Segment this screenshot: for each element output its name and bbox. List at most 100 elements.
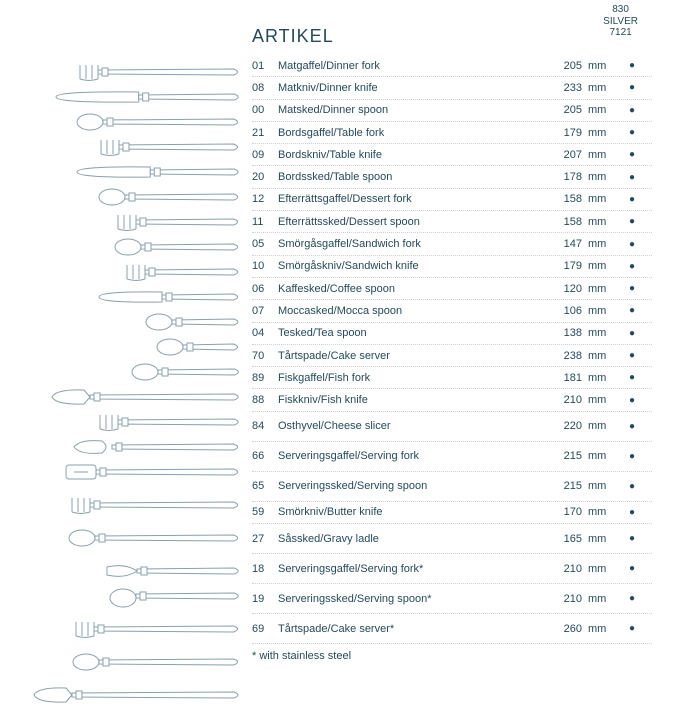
table-row: 10Smörgåskniv/Sandwich knife179mm●: [252, 256, 652, 278]
article-name: Bordsgaffel/Table fork: [278, 127, 526, 139]
article-size: 210: [526, 563, 586, 575]
table-row: 88Fiskkniv/Fish knife210mm●: [252, 389, 652, 411]
availability-dot-icon: ●: [612, 350, 652, 361]
article-size: 120: [526, 283, 586, 295]
availability-dot-icon: ●: [612, 372, 652, 383]
size-unit: mm: [586, 305, 612, 317]
ladle-icon: [109, 586, 252, 608]
article-code: 10: [252, 260, 278, 272]
butter-icon: [105, 561, 252, 583]
article-size: 205: [526, 104, 586, 116]
availability-dot-icon: ●: [612, 60, 652, 71]
size-unit: mm: [586, 593, 612, 605]
article-code: 19: [252, 593, 278, 605]
article-size: 210: [526, 593, 586, 605]
table-row: 07Moccasked/Mocca spoon106mm●: [252, 300, 652, 322]
server-icon: [32, 685, 252, 707]
article-code: 09: [252, 149, 278, 161]
size-unit: mm: [586, 171, 612, 183]
footnote: * with stainless steel: [252, 644, 652, 662]
header-7121: 7121: [603, 27, 638, 39]
article-name: Smörkniv/Butter knife: [278, 506, 526, 518]
article-size: 178: [526, 171, 586, 183]
cutlery-illustration-column: [32, 26, 252, 718]
material-column-header: 830 SILVER 7121: [603, 4, 638, 39]
article-name: Serveringsgaffel/Serving fork: [278, 450, 526, 462]
table-row: 09Bordskniv/Table knife207mm●: [252, 144, 652, 166]
article-name: Matsked/Dinner spoon: [278, 104, 526, 116]
table-row: 00Matsked/Dinner spoon205mm●: [252, 100, 652, 122]
article-name: Tesked/Tea spoon: [278, 327, 526, 339]
size-unit: mm: [586, 327, 612, 339]
article-code: 65: [252, 480, 278, 492]
table-row: 59Smörkniv/Butter knife170mm●: [252, 502, 652, 524]
availability-dot-icon: ●: [612, 105, 652, 116]
article-size: 210: [526, 394, 586, 406]
article-size: 207: [526, 149, 586, 161]
size-unit: mm: [586, 216, 612, 228]
header-silver: SILVER: [603, 16, 638, 28]
availability-dot-icon: ●: [612, 172, 652, 183]
article-name: Tårtspade/Cake server: [278, 350, 526, 362]
article-code: 66: [252, 450, 278, 462]
article-code: 12: [252, 193, 278, 205]
article-size: 158: [526, 216, 586, 228]
spoon-icon: [76, 112, 252, 134]
availability-dot-icon: ●: [612, 481, 652, 492]
article-code: 27: [252, 533, 278, 545]
article-name: Kaffesked/Coffee spoon: [278, 283, 526, 295]
fork-icon: [114, 212, 252, 234]
bigfork-icon: [68, 495, 252, 517]
article-code: 04: [252, 327, 278, 339]
article-name: Osthyvel/Cheese slicer: [278, 420, 526, 432]
table-row: 21Bordsgaffel/Table fork179mm●: [252, 122, 652, 144]
article-data-column: 830 SILVER 7121 ARTIKEL 01Matgaffel/Dinn…: [252, 26, 652, 718]
article-code: 20: [252, 171, 278, 183]
article-code: 88: [252, 394, 278, 406]
article-code: 08: [252, 82, 278, 94]
header-830: 830: [603, 4, 638, 16]
article-size: 179: [526, 260, 586, 272]
bigspoon-icon: [72, 652, 252, 674]
article-size: 220: [526, 420, 586, 432]
article-code: 69: [252, 623, 278, 635]
article-size: 233: [526, 82, 586, 94]
article-name: Smörgåsgaffel/Sandwich fork: [278, 238, 526, 250]
table-row: 66Serveringsgaffel/Serving fork215mm●: [252, 442, 652, 472]
catalog-page: 830 SILVER 7121 ARTIKEL 01Matgaffel/Dinn…: [32, 26, 652, 718]
availability-dot-icon: ●: [612, 127, 652, 138]
table-row: 11Efterrättssked/Dessert spoon158mm●: [252, 211, 652, 233]
article-name: Moccasked/Mocca spoon: [278, 305, 526, 317]
article-code: 21: [252, 127, 278, 139]
availability-dot-icon: ●: [612, 563, 652, 574]
table-row: 04Tesked/Tea spoon138mm●: [252, 323, 652, 345]
size-unit: mm: [586, 238, 612, 250]
article-size: 138: [526, 327, 586, 339]
table-row: 70Tårtspade/Cake server238mm●: [252, 345, 652, 367]
article-name: Serveringssked/Serving spoon: [278, 480, 526, 492]
size-unit: mm: [586, 104, 612, 116]
availability-dot-icon: ●: [612, 305, 652, 316]
article-code: 00: [252, 104, 278, 116]
article-name: Smörgåskniv/Sandwich knife: [278, 260, 526, 272]
article-size: 205: [526, 60, 586, 72]
article-size: 147: [526, 238, 586, 250]
article-code: 06: [252, 283, 278, 295]
table-row: 01Matgaffel/Dinner fork205mm●: [252, 55, 652, 77]
availability-dot-icon: ●: [612, 283, 652, 294]
table-row: 89Fiskgaffel/Fish fork181mm●: [252, 367, 652, 389]
fork-icon: [76, 62, 252, 84]
knife-icon: [54, 87, 252, 109]
table-row: 08Matkniv/Dinner knife233mm●: [252, 77, 652, 99]
spoon-icon: [145, 312, 252, 334]
table-row: 20Bordssked/Table spoon178mm●: [252, 166, 652, 188]
size-unit: mm: [586, 350, 612, 362]
size-unit: mm: [586, 533, 612, 545]
bigspoon-icon: [68, 528, 252, 550]
fork-icon: [97, 137, 252, 159]
table-row: 65Serveringssked/Serving spoon215mm●: [252, 472, 652, 502]
fork-icon: [123, 262, 252, 284]
article-name: Såssked/Gravy ladle: [278, 533, 526, 545]
cutlery-stack: [32, 62, 252, 707]
size-unit: mm: [586, 149, 612, 161]
